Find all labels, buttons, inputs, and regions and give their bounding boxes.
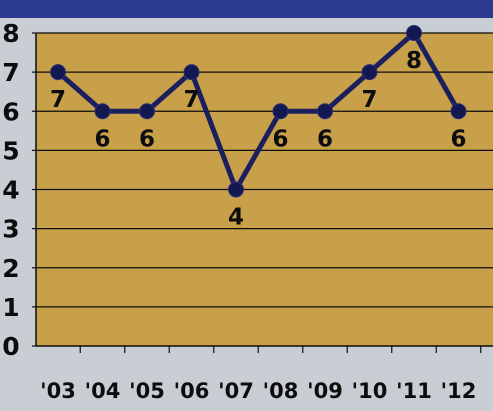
top-band	[0, 0, 493, 18]
data-point	[361, 64, 378, 81]
data-label: 4	[228, 205, 244, 231]
y-tick-label: 5	[2, 136, 19, 165]
data-label: 6	[317, 126, 333, 152]
data-point	[183, 64, 200, 81]
y-tick-label: 6	[2, 97, 19, 126]
y-tick-label: 1	[2, 293, 19, 322]
data-label: 8	[406, 48, 422, 74]
data-point	[50, 64, 66, 81]
data-label: 6	[272, 126, 288, 152]
x-tick-label: '03	[40, 379, 76, 403]
data-label: 6	[139, 126, 155, 152]
data-label: 7	[183, 87, 199, 113]
x-tick-label: '06	[174, 379, 210, 403]
data-label: 6	[94, 126, 110, 152]
x-tick-label: '04	[85, 379, 121, 403]
data-point	[228, 181, 244, 198]
y-tick-label: 7	[2, 58, 19, 87]
data-point	[94, 103, 111, 120]
x-tick-label: '11	[396, 379, 432, 403]
x-tick-label: '07	[218, 379, 254, 403]
data-point	[272, 103, 289, 120]
y-tick-label: 3	[2, 215, 19, 244]
x-tick-label: '10	[352, 379, 388, 403]
data-point	[450, 103, 467, 120]
data-label: 7	[361, 87, 377, 113]
y-tick-label: 4	[2, 176, 19, 205]
y-tick-label: 2	[2, 254, 19, 283]
x-tick-label: '08	[263, 379, 299, 403]
data-point	[317, 103, 333, 120]
data-label: 6	[450, 126, 466, 152]
y-tick-label: 0	[2, 332, 19, 361]
y-tick-label: 8	[2, 19, 19, 48]
data-label: 7	[50, 87, 66, 113]
x-tick-label: '09	[307, 379, 343, 403]
data-point	[139, 103, 155, 120]
x-tick-label: '12	[441, 379, 477, 403]
series-line	[55, 30, 461, 192]
data-point	[406, 25, 422, 41]
x-tick-label: '05	[129, 379, 165, 403]
